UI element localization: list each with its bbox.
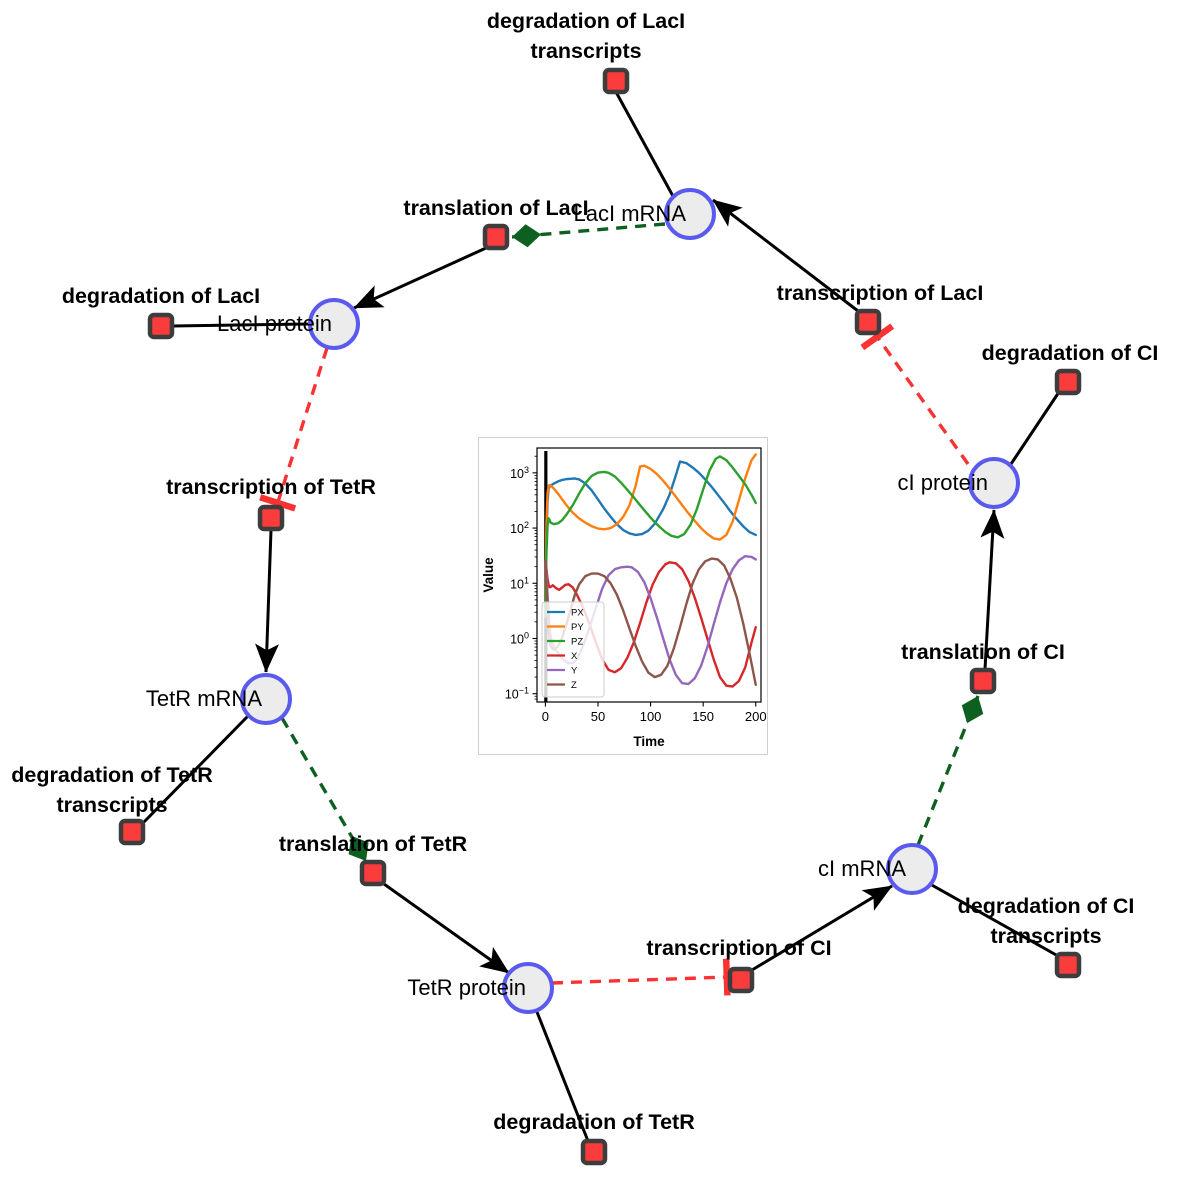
species-label-tetr_mrna: TetR mRNA	[146, 686, 262, 711]
y-tick-label: 103	[510, 465, 529, 481]
legend-label-PX: PX	[571, 608, 584, 619]
reaction-node-deg_ci[interactable]	[1054, 368, 1082, 396]
reaction-node-deg_tetr[interactable]	[580, 1138, 608, 1166]
species-node-ci_mrna[interactable]	[886, 843, 938, 895]
species-label-laci_mrna: LacI mRNA	[574, 201, 687, 226]
reaction-node-translation_of_ci[interactable]	[969, 667, 997, 695]
species-node-ci_protein[interactable]	[968, 457, 1020, 509]
svg-text:degradation of CI: degradation of CI	[958, 894, 1135, 918]
reaction-node-deg_tetr_transcripts[interactable]	[118, 818, 146, 846]
edge-transcription_of_ci-to-ci_mrna	[751, 884, 893, 972]
label-layer: degradation of LacI transcripts translatio…	[11, 9, 1158, 1134]
y-tick-label: 10−1	[505, 686, 529, 702]
reaction-label-translation_of_tetr: translation of TetR	[279, 832, 468, 856]
series-PX	[544, 460, 757, 618]
species-node-tetr_protein[interactable]	[502, 962, 554, 1014]
edge-translation_of_ci-to-ci_protein	[980, 509, 1005, 670]
species-node-tetr_mrna[interactable]	[240, 673, 292, 725]
reaction-label-translation_of_laci: translation of LacI	[403, 196, 588, 220]
reaction-node-translation_of_tetr[interactable]	[359, 859, 387, 887]
reaction-node-transcription_of_laci[interactable]	[854, 308, 882, 336]
edge-transcription_of_laci-to-laci_mrna	[712, 198, 859, 313]
edge-tetr_mrna-to-translation_of_tetr	[280, 717, 369, 862]
edge-tetr_mrna-to-deg_tetr_transcripts	[141, 714, 250, 825]
legend-label-PY: PY	[571, 622, 584, 633]
reaction-node-transcription_of_ci[interactable]	[727, 966, 755, 994]
species-label-ci_protein: cI protein	[898, 470, 989, 495]
edge-ci_protein-to-transcription_of_laci	[860, 323, 970, 465]
edge-deg_laci_transcripts-to-laci_mrna	[614, 91, 676, 199]
timecourse-plot-inset: 10−1 100 101 102 103 0 50 100 150 200 PX PY PZ X Y Z Tim…	[478, 437, 768, 755]
edge-layer	[141, 91, 1061, 1142]
svg-text:transcripts: transcripts	[530, 39, 641, 63]
svg-text:translation of TetR: translation of TetR	[279, 832, 468, 856]
svg-text:translation of LacI: translation of LacI	[403, 196, 588, 220]
chart-legend: PX PY PZ XYZ	[541, 601, 605, 698]
x-axis-label: Time	[633, 734, 665, 749]
svg-text:transcription of CI: transcription of CI	[646, 936, 831, 960]
x-tick-label: 100	[640, 709, 662, 724]
edge-tetr_protein-to-deg_tetr	[535, 1011, 590, 1142]
reaction-node-deg_laci[interactable]	[147, 312, 175, 340]
y-tick-label: 100	[510, 631, 529, 647]
timecourse-chart: 10−1 100 101 102 103 0 50 100 150 200 PX PY PZ XYZ Tim…	[481, 447, 767, 749]
species-node-laci_mrna[interactable]	[664, 188, 716, 240]
reaction-label-deg_ci_transcripts: degradation of CI transcripts	[958, 894, 1135, 948]
reaction-label-deg_ci: degradation of CI	[982, 341, 1159, 365]
edge-translation_of_laci-to-laci_mrna	[511, 222, 666, 248]
reaction-node-translation_of_laci[interactable]	[482, 223, 510, 251]
reaction-label-deg_tetr: degradation of TetR	[493, 1110, 695, 1134]
svg-text:transcripts: transcripts	[56, 793, 167, 817]
svg-text:translation of CI: translation of CI	[901, 640, 1065, 664]
svg-text:degradation of CI: degradation of CI	[982, 341, 1159, 365]
legend-label-Y: Y	[571, 666, 578, 677]
reaction-node-transcription_of_tetr[interactable]	[257, 504, 285, 532]
reaction-label-transcription_of_laci: transcription of LacI	[777, 281, 984, 305]
reaction-label-transcription_of_tetr: transcription of TetR	[166, 475, 376, 499]
series-X	[544, 560, 757, 688]
edge-ci_mrna-to-translation_of_ci	[916, 695, 984, 846]
edge-transcription_of_tetr-to-tetr_mrna	[254, 529, 279, 673]
svg-text:transcription of LacI: transcription of LacI	[777, 281, 984, 305]
species-label-tetr_protein: TetR protein	[407, 975, 526, 1000]
legend-label-X: X	[571, 651, 578, 662]
svg-text:transcripts: transcripts	[990, 924, 1101, 948]
edge-translation_of_laci-to-laci_protein	[353, 246, 487, 310]
svg-text:degradation of LacI: degradation of LacI	[62, 284, 260, 308]
reaction-node-deg_laci_transcripts[interactable]	[602, 67, 630, 95]
svg-text:transcription of TetR: transcription of TetR	[166, 475, 376, 499]
edge-deg_ci-to-ci_protein	[1009, 391, 1061, 465]
species-node-laci_protein[interactable]	[308, 298, 360, 350]
edge-ci_mrna-to-deg_ci_transcripts	[929, 882, 1059, 958]
series-PZ	[544, 455, 757, 618]
y-tick-label: 102	[510, 520, 529, 536]
reaction-node-deg_ci_transcripts[interactable]	[1054, 951, 1082, 979]
legend-label-Z: Z	[571, 680, 577, 691]
svg-text:degradation of TetR: degradation of TetR	[493, 1110, 695, 1134]
reaction-label-deg_laci_transcripts: degradation of LacI transcripts	[487, 9, 685, 63]
species-label-ci_mrna: cI mRNA	[818, 856, 906, 881]
edge-translation_of_tetr-to-tetr_protein	[383, 882, 510, 975]
node-layer	[118, 67, 1082, 1166]
reaction-label-translation_of_ci: translation of CI	[901, 640, 1065, 664]
edge-tetr_protein-to-transcription_of_ci	[551, 958, 731, 996]
svg-text:degradation of TetR: degradation of TetR	[11, 763, 213, 787]
edge-deg_laci-to-laci_protein	[171, 322, 310, 328]
x-tick-label: 200	[745, 709, 767, 724]
series-PY	[544, 453, 757, 618]
x-tick-label: 0	[542, 709, 549, 724]
legend-label-PZ: PZ	[571, 637, 583, 648]
reaction-label-deg_laci: degradation of LacI	[62, 284, 260, 308]
reaction-label-transcription_of_ci: transcription of CI	[646, 936, 831, 960]
y-axis-label: Value	[481, 557, 496, 593]
reaction-label-deg_tetr_transcripts: degradation of TetR transcripts	[11, 763, 213, 817]
svg-text:degradation of LacI: degradation of LacI	[487, 9, 685, 33]
x-tick-label: 150	[692, 709, 714, 724]
x-tick-label: 50	[591, 709, 605, 724]
species-label-laci_protein: LacI protein	[217, 311, 332, 336]
edge-laci_protein-to-transcription_of_tetr	[259, 347, 329, 512]
y-tick-label: 101	[510, 575, 529, 591]
